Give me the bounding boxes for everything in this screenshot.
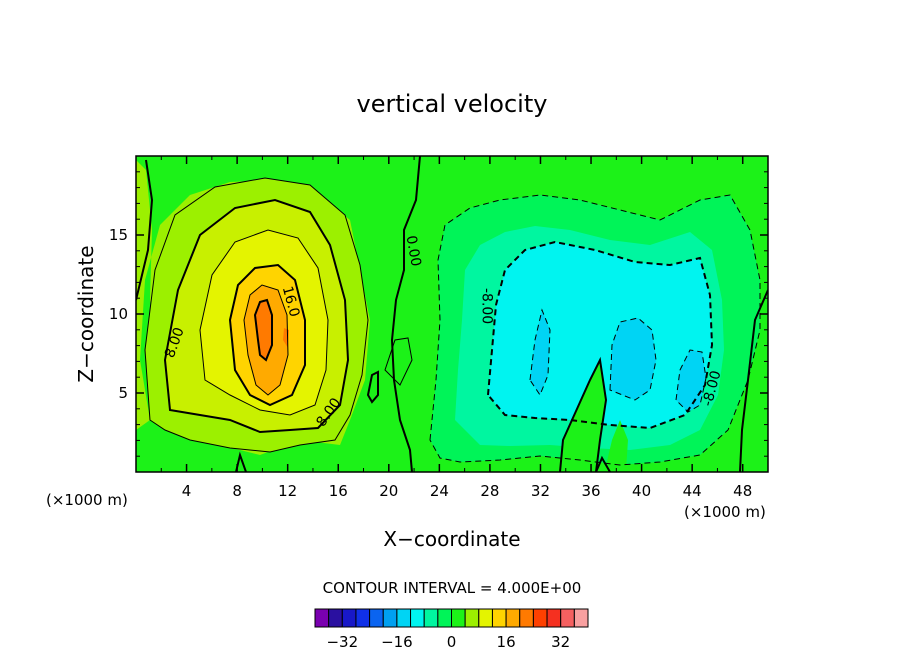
colorbar-swatch [451,608,466,628]
x-tick-label: 32 [531,482,550,500]
x-tick-label: 28 [480,482,499,500]
x-tick-label: 40 [632,482,651,500]
x-tick-label: 4 [182,482,192,500]
colorbar-swatch [505,608,521,628]
band-0-4-finger2 [605,420,628,470]
contour-interval-text: CONTOUR INTERVAL = 4.000E+00 [323,579,582,597]
colorbar-tick-label: 16 [497,633,516,651]
contour-0-right [739,289,768,472]
contour-neg12b [675,349,707,413]
colorbar-swatch [328,608,343,628]
colorbar-swatch [546,608,562,628]
x-tick-label: 16 [329,482,348,500]
colorbar-tick-label: −16 [381,633,413,651]
contour-16 [228,263,306,407]
contour-small-a [366,370,379,404]
x-tick-label: 12 [278,482,297,500]
band-neg16-neg12c [530,310,550,395]
contour-label: 16.0 [279,284,303,318]
colorbar-swatch [355,608,371,628]
colorbar-swatch [410,608,425,628]
contour-24 [253,298,273,362]
contour-neg12 [609,317,657,401]
colorbar-swatch [314,608,330,628]
y-tick-label: 5 [118,384,128,402]
contour-bottom-c [559,356,608,472]
colorbar [314,608,589,628]
x-tick-label: 24 [430,482,449,500]
contour-20 [243,284,289,396]
y-tick-label: 15 [109,226,128,244]
contour-neg8 [486,240,714,430]
colorbar-swatch [341,608,357,628]
x-unit-left: (×1000 m) [46,491,128,509]
band-neg16-neg12b [676,350,706,412]
band-neg16-neg12 [610,318,656,400]
contour-4 [144,177,369,453]
colorbar-tick-label: 32 [551,633,570,651]
colorbar-tick-label: −32 [326,633,358,651]
y-axis-label: Z−coordinate [74,245,98,382]
contour-label: 0.00 [403,234,424,267]
x-tick-label: 20 [379,482,398,500]
x-ticks: 4 8 12 16 20 24 28 32 36 40 44 48 [160,156,752,500]
contour-12 [199,229,329,416]
y-ticks: 5 10 15 [109,171,768,457]
contour-fill [136,156,768,472]
colorbar-swatch [560,608,575,628]
colorbar-swatch [396,608,412,628]
contour-8 [163,198,350,434]
colorbar-swatch [423,608,439,628]
contour-neg4 [429,194,761,466]
x-tick-label: 36 [581,482,600,500]
contour-0-left-boundary [136,159,154,301]
x-unit-right: (×1000 m) [684,503,766,521]
colorbar-swatch [532,608,548,628]
contour-label: -8.00 [478,288,494,324]
y-tick-label: 10 [109,305,128,323]
colorbar-tick-label: 0 [447,633,457,651]
band-0-4-finger [560,360,606,470]
colorbar-swatch [382,608,398,628]
x-tick-label: 44 [683,482,702,500]
x-tick-label: 48 [733,482,752,500]
colorbar-swatch [573,608,589,628]
contour-small-b [384,337,413,386]
colorbar-swatch [369,608,384,628]
contour-lines [136,156,768,472]
colorbar-swatch [519,608,534,628]
colorbar-tick-labels: −32 −16 0 16 32 [326,633,570,651]
contour-neg12c [529,308,551,397]
negative-contours [429,194,761,466]
colorbar-swatch [478,608,493,628]
contour-0-middle [390,156,421,472]
contour-bottom-b [595,455,611,472]
x-axis-label: X−coordinate [383,527,520,551]
colorbar-swatch [437,608,453,628]
colorbar-swatch [464,608,480,628]
colorbar-swatch [491,608,507,628]
chart-title: vertical velocity [357,90,548,118]
x-tick-label: 8 [232,482,242,500]
